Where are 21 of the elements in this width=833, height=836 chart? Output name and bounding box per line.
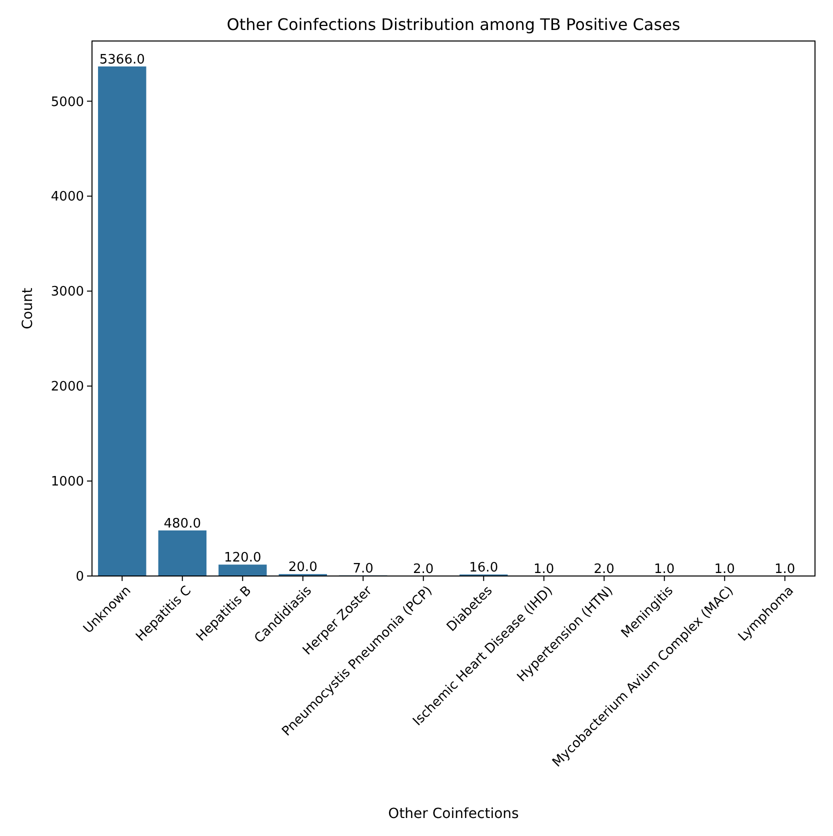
x-axis-title: Other Coinfections <box>388 806 519 822</box>
y-axis-title: Count <box>20 287 36 330</box>
data-label: 16.0 <box>469 560 498 576</box>
data-label: 1.0 <box>714 562 735 577</box>
data-label: 1.0 <box>654 562 675 577</box>
chart-title: Other Coinfections Distribution among TB Positive Cases <box>226 15 680 34</box>
y-tick-label: 0 <box>76 570 84 585</box>
data-label: 1.0 <box>774 562 796 577</box>
y-tick-label: 4000 <box>50 190 84 205</box>
y-tick-label: 5000 <box>50 94 84 110</box>
data-label: 2.0 <box>413 562 434 577</box>
y-tick-label: 3000 <box>50 284 84 300</box>
data-label: 7.0 <box>352 561 374 576</box>
y-tick-label: 1000 <box>50 474 84 490</box>
data-label: 120.0 <box>224 550 262 566</box>
data-label: 5366.0 <box>99 52 145 68</box>
y-tick-label: 2000 <box>50 380 84 395</box>
data-label: 20.0 <box>288 560 318 576</box>
data-label: 480.0 <box>164 516 201 532</box>
data-label: 1.0 <box>534 562 554 577</box>
data-label: 2.0 <box>594 562 614 577</box>
